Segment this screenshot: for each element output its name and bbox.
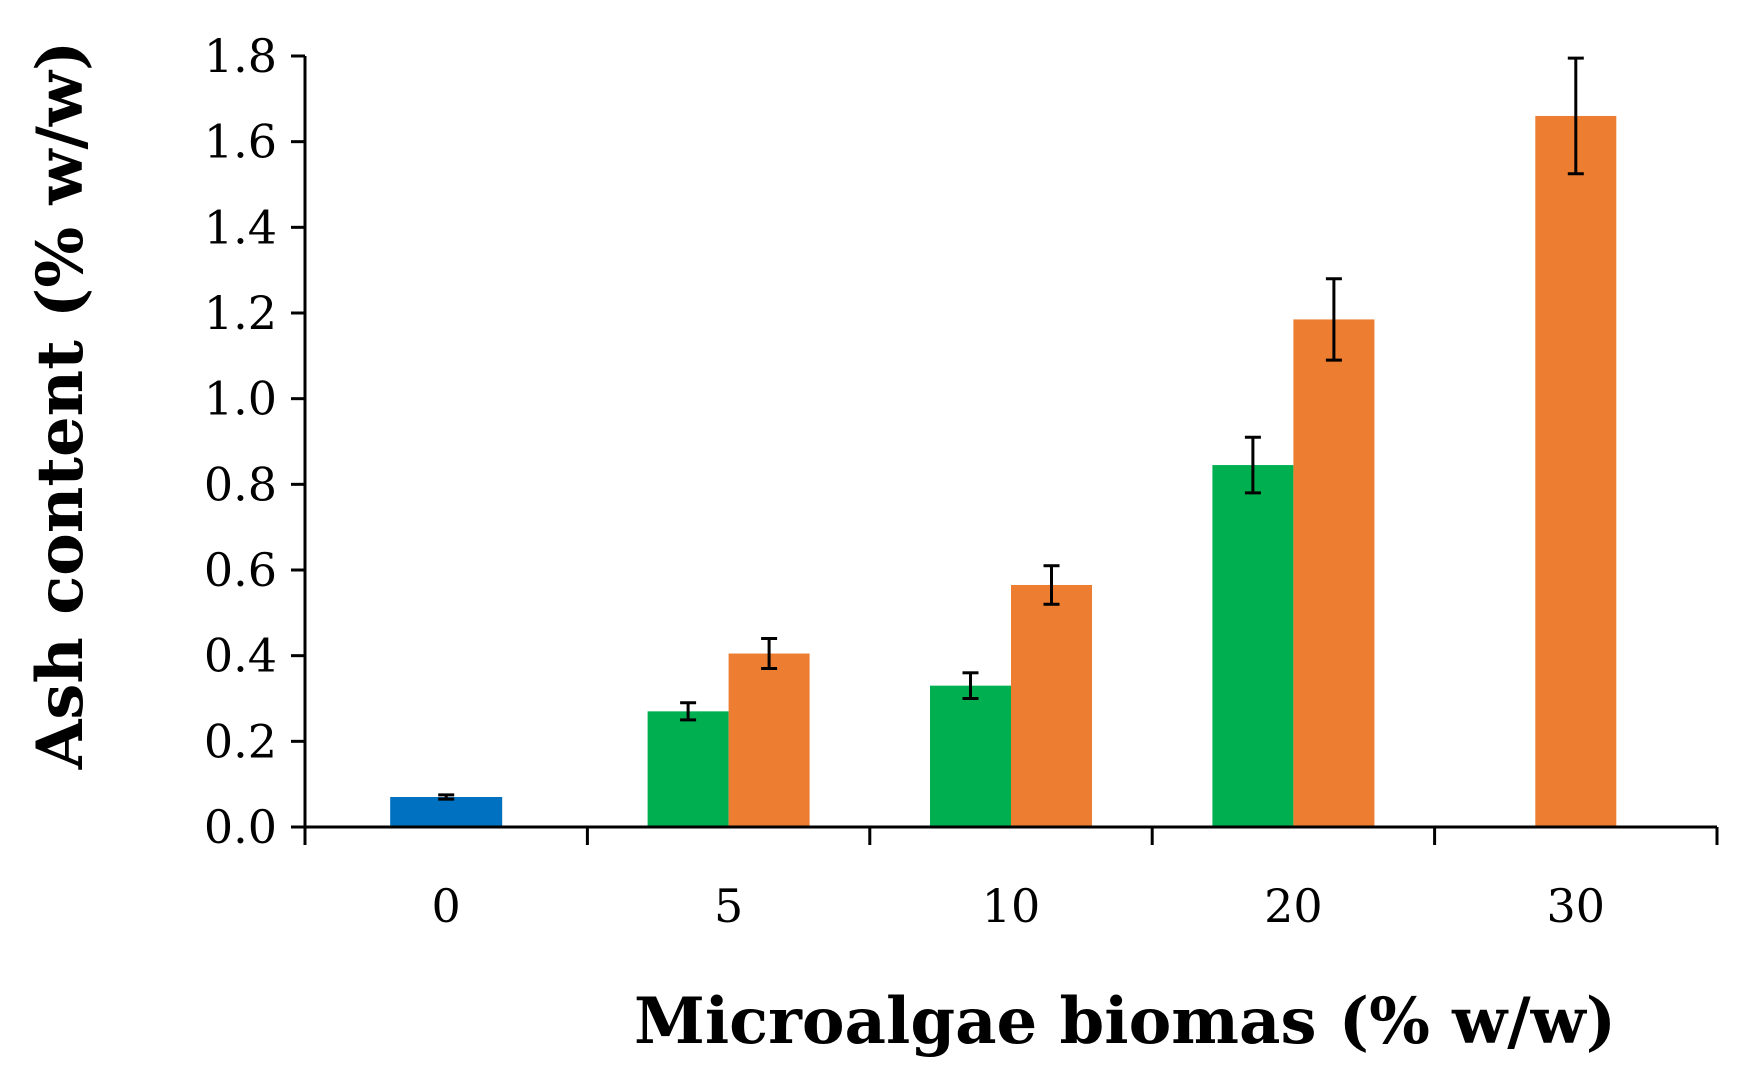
bars	[390, 115, 1617, 827]
bar-series-orange-10	[1011, 584, 1092, 827]
bar-series-green-20	[1212, 465, 1294, 827]
bar-series-orange-20	[1293, 319, 1375, 827]
bar-series-green-5	[647, 711, 729, 827]
y-tick-label: 0.6	[204, 543, 277, 597]
x-tick-label: 5	[714, 879, 743, 933]
y-tick-label: 1.4	[204, 200, 277, 254]
y-tick-label: 1.6	[204, 115, 277, 169]
x-axis-ticks: 0 5 10 20 30	[303, 827, 1719, 933]
x-axis-title: Microalgae biomas (% w/w)	[634, 984, 1616, 1059]
bar-control-0	[390, 797, 503, 827]
y-tick-label: 1.8	[204, 29, 277, 83]
y-axis-ticks: 0.0 0.2 0.4 0.6 0.8 1.0 1.2 1.4 1.6 1.8	[204, 29, 305, 854]
x-tick-label: 20	[1264, 879, 1323, 933]
y-tick-label: 0.2	[204, 714, 277, 768]
y-tick-label: 0.0	[204, 800, 277, 854]
bar-series-orange-30	[1535, 115, 1617, 827]
x-tick-label: 0	[432, 879, 461, 933]
bar-series-orange-5	[728, 653, 810, 827]
error-bars	[438, 56, 1584, 801]
y-tick-label: 1.2	[204, 286, 277, 340]
y-axis-title: Ash content (% w/w)	[23, 41, 98, 771]
x-tick-label: 30	[1547, 879, 1606, 933]
bar-series-green-10	[930, 685, 1011, 827]
y-tick-label: 0.8	[204, 457, 277, 511]
x-tick-label: 10	[982, 879, 1041, 933]
y-tick-label: 0.4	[204, 629, 277, 683]
y-tick-label: 1.0	[204, 372, 277, 426]
